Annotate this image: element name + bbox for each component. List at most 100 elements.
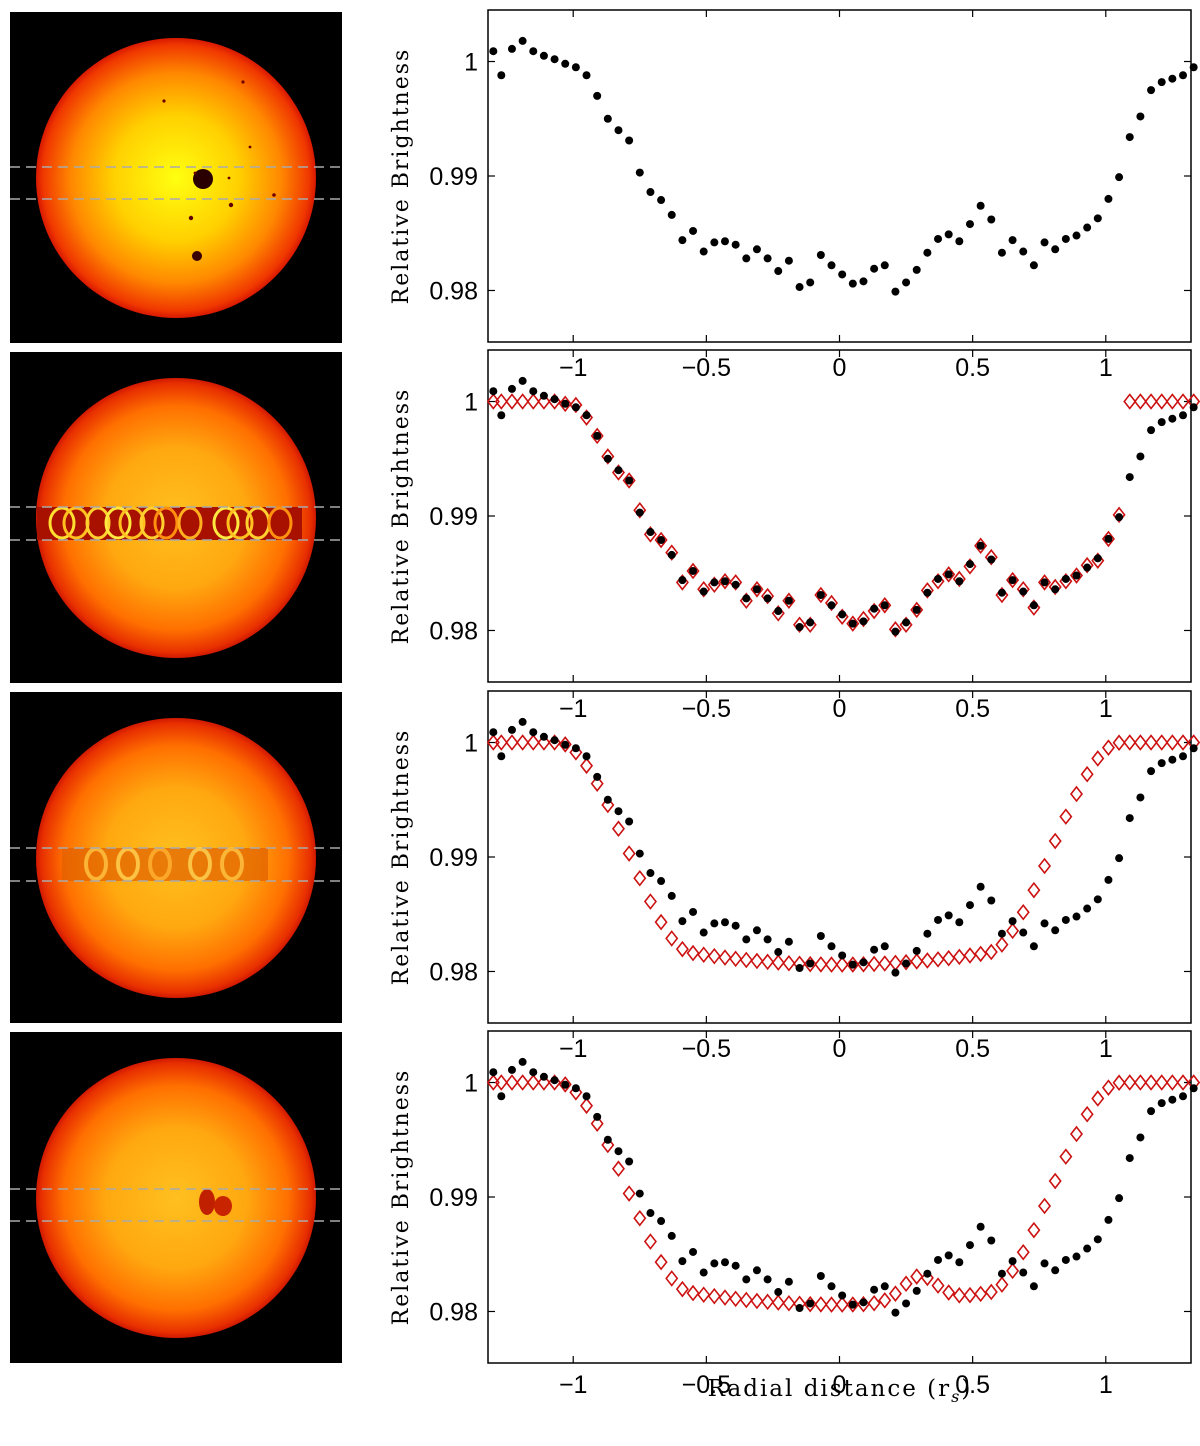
data-point: [571, 403, 580, 412]
model-point: [697, 946, 711, 963]
data-point: [497, 752, 506, 761]
model-point: [878, 955, 892, 972]
data-point: [625, 476, 634, 485]
model-point: [1069, 785, 1084, 803]
model-point: [910, 1268, 924, 1285]
model-point: [580, 757, 594, 775]
model-point: [739, 1291, 753, 1309]
x-tick-label: −0.5: [682, 1035, 731, 1063]
data-point: [795, 623, 804, 632]
data-point: [997, 1269, 1006, 1278]
data-point: [1029, 942, 1038, 951]
model-point: [995, 936, 1009, 953]
model-point: [984, 1283, 998, 1301]
data-point: [1072, 571, 1081, 580]
data-point: [816, 1271, 825, 1280]
x-tick-label: 0: [833, 695, 847, 723]
data-point: [625, 1157, 634, 1166]
model-point: [974, 1285, 988, 1303]
data-point: [489, 1068, 498, 1077]
data-point: [646, 188, 655, 197]
data-point: [1168, 1095, 1177, 1104]
model-point: [697, 580, 711, 598]
model-point: [718, 1289, 732, 1306]
data-point: [774, 948, 783, 957]
model-point: [1155, 1074, 1169, 1091]
starspot: [248, 145, 252, 149]
x-tick-label: −1: [559, 1371, 588, 1399]
model-point: [569, 1084, 583, 1101]
data-point: [614, 466, 623, 475]
data-point: [657, 877, 666, 886]
x-tick-label: −1: [559, 354, 588, 382]
model-point: [516, 393, 530, 410]
data-point: [976, 1222, 985, 1231]
chart-panel-2: 0.98 0.99 1 −1 −0.5 0 0.5 1 Relative Brightness: [389, 349, 1200, 683]
star-disk: [36, 1058, 316, 1338]
data-point: [774, 1288, 783, 1297]
x-tick-label: 1: [1099, 695, 1113, 723]
data-point: [816, 931, 825, 940]
model-point: [867, 1294, 881, 1312]
data-point: [1029, 261, 1038, 270]
data-point: [742, 254, 751, 263]
data-point: [1147, 86, 1156, 95]
data-point: [955, 918, 964, 927]
x-tick-label: −1: [559, 695, 588, 723]
data-point: [593, 431, 602, 440]
x-tick-label: 1: [1099, 1035, 1113, 1063]
data-point: [965, 220, 974, 229]
model-point: [1027, 1221, 1041, 1239]
data-point: [1019, 928, 1028, 937]
data-point: [1061, 574, 1070, 583]
model-point: [920, 582, 934, 599]
data-point: [689, 226, 698, 235]
data-point: [529, 387, 538, 396]
data-point: [1083, 1244, 1092, 1253]
model-point: [1027, 881, 1041, 899]
model-point: [686, 1284, 700, 1302]
data-point: [774, 607, 783, 616]
data-point: [1147, 1107, 1156, 1116]
data-point: [955, 237, 964, 246]
model-point: [963, 1286, 977, 1304]
data-point: [752, 926, 761, 935]
data-point: [1040, 578, 1049, 587]
model-point: [1176, 393, 1190, 410]
model-point: [590, 427, 604, 445]
model-point: [633, 869, 647, 887]
data-point: [699, 587, 708, 596]
model-point: [974, 537, 988, 555]
data-point: [603, 114, 612, 123]
data-point: [912, 265, 921, 274]
data-point: [582, 752, 591, 761]
data-point: [550, 1076, 559, 1085]
model-point: [1112, 734, 1126, 752]
data-point: [795, 964, 804, 973]
data-point: [635, 1189, 644, 1198]
data-point: [1179, 1092, 1188, 1101]
data-point: [1157, 759, 1166, 768]
model-point: [814, 956, 828, 973]
y-tick-label: 0.98: [429, 617, 478, 645]
y-axis-label: Relative Brightness: [389, 729, 414, 986]
data-point: [976, 541, 985, 550]
starspot: [193, 169, 213, 189]
data-point: [1029, 1282, 1038, 1291]
x-tick-label: 0.5: [955, 695, 990, 723]
plot-frame: [487, 1030, 1192, 1364]
data-point: [816, 250, 825, 259]
data-point: [742, 935, 751, 944]
data-point: [603, 795, 612, 804]
model-point: [761, 1293, 775, 1311]
data-point: [1061, 1255, 1070, 1264]
model-point: [803, 955, 817, 973]
data-point: [593, 91, 602, 100]
data-point: [1125, 814, 1134, 823]
model-point: [878, 1292, 892, 1309]
y-tick-label: 0.99: [429, 844, 478, 872]
plot-frame: [487, 690, 1192, 1024]
model-point: [611, 1160, 625, 1177]
y-axis-label: Relative Brightness: [389, 388, 414, 645]
star-image-2: [10, 352, 342, 683]
